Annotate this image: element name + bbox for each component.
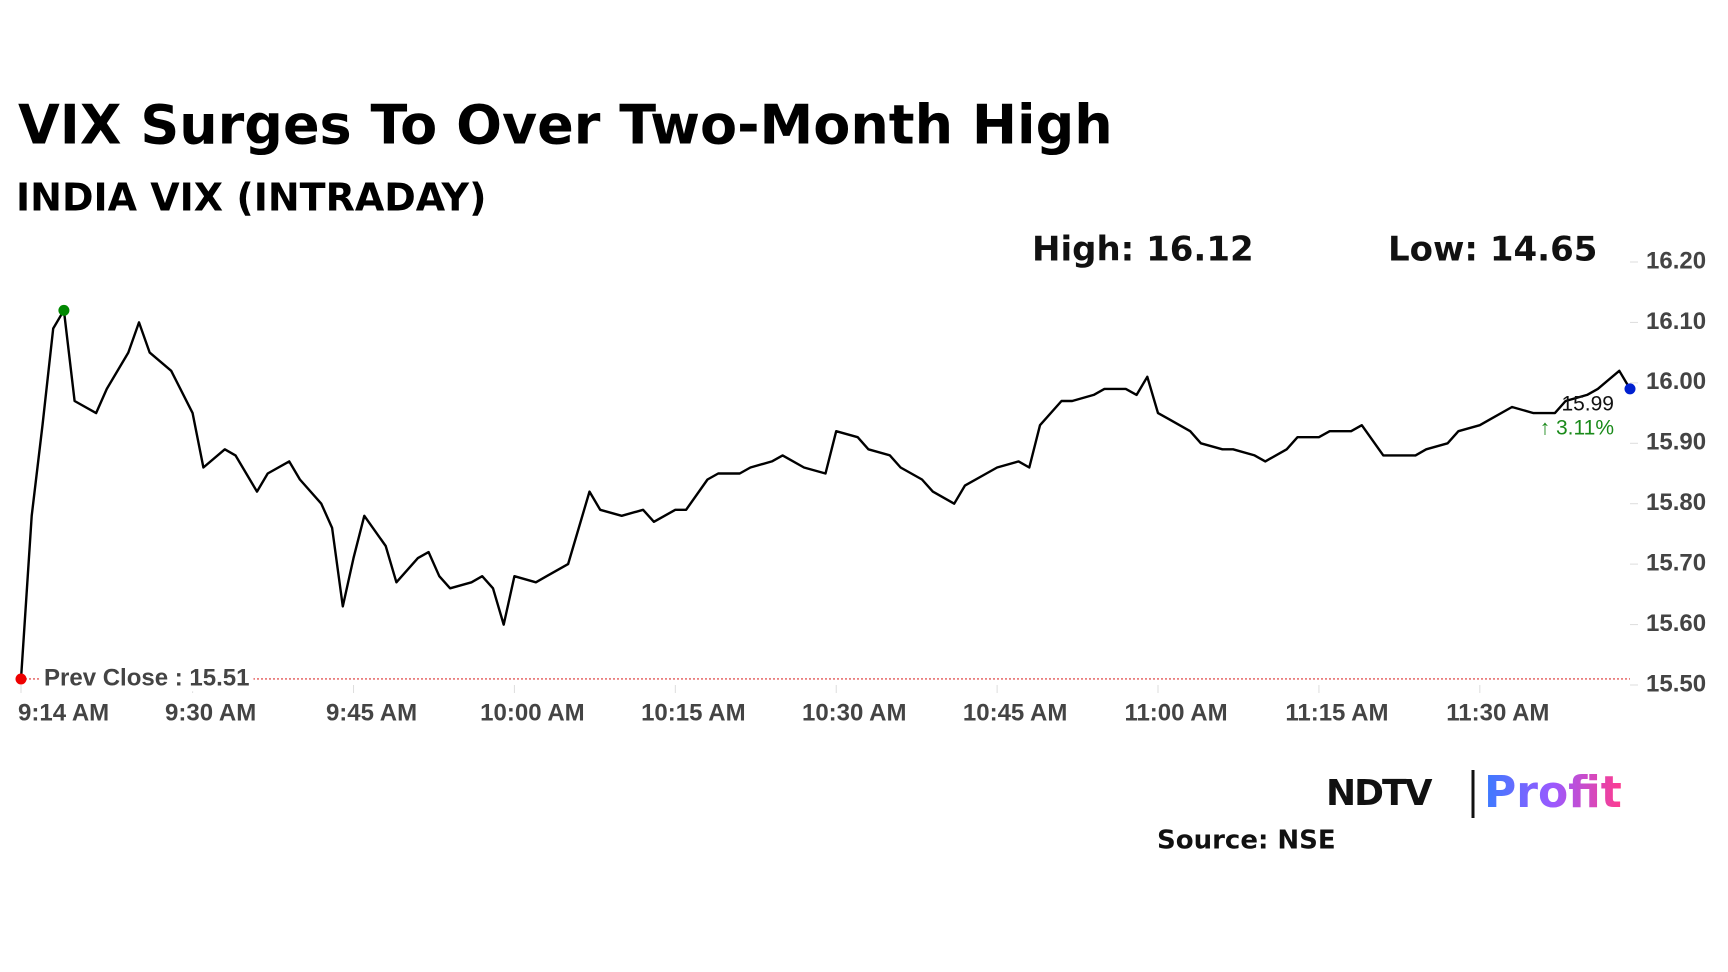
y-tick-label: 15.50 <box>1646 670 1706 697</box>
high-point <box>58 304 70 316</box>
last-value-label: 15.99 <box>1561 392 1614 415</box>
x-tick-label: 10:30 AM <box>802 699 906 726</box>
x-tick-label: 10:00 AM <box>480 699 584 726</box>
x-tick-label: 10:15 AM <box>641 699 745 726</box>
y-tick-label: 16.00 <box>1646 368 1706 395</box>
high-label: High: 16.12 <box>1032 230 1254 270</box>
last-point <box>1624 383 1636 395</box>
source: Source: NSE <box>1157 826 1336 856</box>
y-tick-label: 16.10 <box>1646 308 1706 335</box>
x-tick-label: 9:14 AM <box>18 699 109 726</box>
reference-label-bg <box>40 664 254 692</box>
logo-brand: NDTV <box>1326 773 1433 814</box>
x-tick-label: 11:00 AM <box>1124 699 1227 726</box>
y-tick-label: 15.90 <box>1646 429 1706 456</box>
y-tick-label: 15.70 <box>1646 549 1706 576</box>
x-tick-label: 9:45 AM <box>326 699 417 726</box>
logo-product: Profit <box>1484 767 1622 818</box>
change-label: ↑ 3.11% <box>1540 416 1614 439</box>
title: VIX Surges To Over Two-Month High <box>18 94 1113 157</box>
y-tick-label: 16.20 <box>1646 247 1706 274</box>
plot-area: 15.50 15.60 15.70 15.80 15.90 16.00 16.10 16.20… <box>15 247 1706 726</box>
reference-label: Prev Close : 15.51 <box>44 664 249 691</box>
x-tick-label: 9:30 AM <box>165 699 256 726</box>
x-tick-label: 10:45 AM <box>963 699 1067 726</box>
line <box>19 309 1632 680</box>
x-tick-label: 11:30 AM <box>1446 699 1549 726</box>
start-point <box>15 673 27 685</box>
y-tick-label: 15.80 <box>1646 489 1706 516</box>
low-label: Low: 14.65 <box>1388 230 1597 270</box>
x-tick-label: 11:15 AM <box>1285 699 1388 726</box>
subtitle: INDIA VIX (INTRADAY) <box>16 176 486 220</box>
y-tick-label: 15.60 <box>1646 610 1706 637</box>
